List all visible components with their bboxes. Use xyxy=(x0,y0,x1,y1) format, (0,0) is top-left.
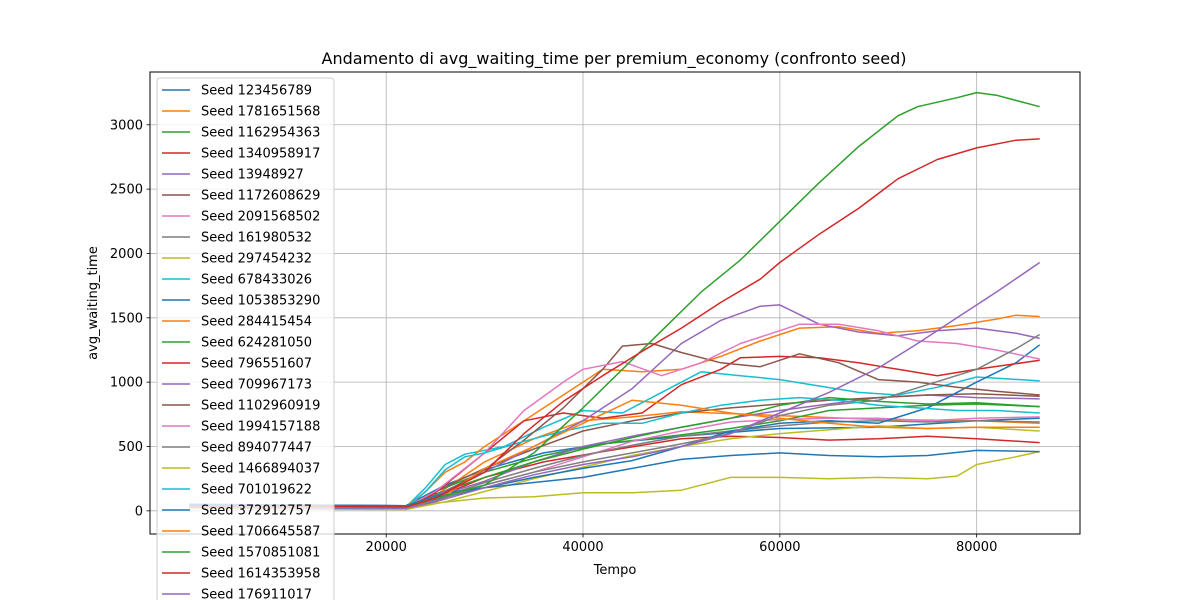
legend-entry-label: Seed 1466894037 xyxy=(201,462,320,477)
y-tick-label: 1000 xyxy=(110,376,143,391)
legend-entry-label: Seed 176911017 xyxy=(201,588,312,600)
legend-entry-label: Seed 894077447 xyxy=(201,441,312,456)
x-tick-label: 80000 xyxy=(956,540,997,555)
y-tick-label: 2500 xyxy=(110,183,143,198)
series-line xyxy=(189,314,1040,508)
legend-entry-label: Seed 161980532 xyxy=(201,231,312,246)
legend-entry-label: Seed 678433026 xyxy=(201,273,312,288)
legend-entry-label: Seed 1570851081 xyxy=(201,546,320,561)
chart-title: Andamento di avg_waiting_time per premiu… xyxy=(322,49,907,69)
legend-entry-label: Seed 1162954363 xyxy=(201,126,320,141)
x-tick-label: 40000 xyxy=(562,540,603,555)
legend-entry-label: Seed 1781651568 xyxy=(201,105,320,120)
y-tick-label: 500 xyxy=(118,440,143,455)
series-line xyxy=(189,396,1040,510)
x-axis-label: Tempo xyxy=(593,563,637,578)
legend-entry-label: Seed 624281050 xyxy=(201,336,312,351)
legend-entry-label: Seed 123456789 xyxy=(201,84,312,99)
x-tick-label: 60000 xyxy=(759,540,800,555)
legend-entry-label: Seed 2091568502 xyxy=(201,210,320,225)
y-tick-label: 2000 xyxy=(110,247,143,262)
series-line xyxy=(189,450,1040,510)
legend-entry-label: Seed 297454232 xyxy=(201,252,312,267)
series-line xyxy=(189,138,1040,508)
legend-entry-label: Seed 1053853290 xyxy=(201,294,320,309)
series-line xyxy=(189,323,1040,508)
legend-entry-label: Seed 1994157188 xyxy=(201,420,320,435)
legend-entry-label: Seed 709967173 xyxy=(201,378,312,393)
legend-box xyxy=(156,77,335,600)
series-line xyxy=(189,449,1040,507)
legend-entry-label: Seed 1102960919 xyxy=(201,399,320,414)
legend: Seed 123456789 Seed 1781651568 Seed 116295… xyxy=(156,77,335,600)
series-line xyxy=(189,355,1040,510)
axis-ticks: 20000 40000 60000 80000 0 500 1000 1500 2000 2500… xyxy=(110,118,997,555)
series-line xyxy=(189,371,1040,508)
y-axis-label: avg_waiting_time xyxy=(86,246,101,360)
legend-entry-label: Seed 1340958917 xyxy=(201,147,320,162)
legend-entry-label: Seed 1172608629 xyxy=(201,189,320,204)
legend-entry-label: Seed 701019622 xyxy=(201,483,312,498)
legend-entry-label: Seed 372912757 xyxy=(201,504,312,519)
series-line xyxy=(189,333,1041,510)
plot-area-frame xyxy=(149,71,1081,535)
legend-entry-label: Seed 1614353958 xyxy=(201,567,320,582)
series-lines xyxy=(189,91,1041,511)
legend-entry-label: Seed 284415454 xyxy=(201,315,312,330)
legend-entry-label: Seed 13948927 xyxy=(201,168,304,183)
series-line xyxy=(189,261,1041,510)
legend-entry-label: Seed 1706645587 xyxy=(201,525,320,540)
y-tick-label: 0 xyxy=(135,504,143,519)
x-tick-label: 20000 xyxy=(366,540,407,555)
y-tick-label: 1500 xyxy=(110,311,143,326)
y-tick-label: 3000 xyxy=(110,118,143,133)
legend-entry-label: Seed 796551607 xyxy=(201,357,312,372)
